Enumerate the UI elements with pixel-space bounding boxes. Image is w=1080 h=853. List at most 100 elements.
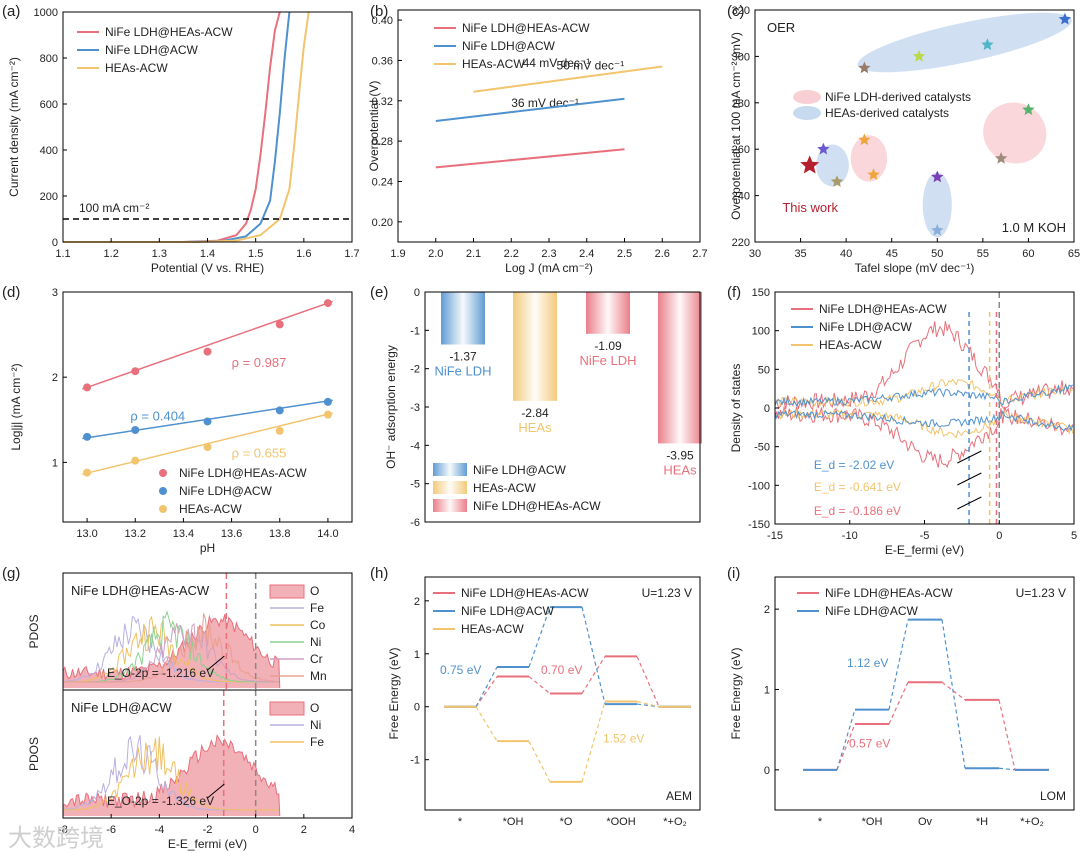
subplot-title: NiFe LDH@HEAs-ACW [71,583,210,598]
energy-connector [998,699,1016,770]
legend-swatch [433,463,467,476]
y-axis-title: Density of states [729,364,743,453]
y-axis-title: OH⁻ adsorption energy [384,345,398,469]
annotation-arrow [207,655,225,671]
legend-entry: O [310,584,319,598]
energy-connector [528,606,551,668]
pdos-element-curve [63,613,279,683]
y-axis-title: PDOS [27,737,41,771]
x-tick-label: 2 [301,824,307,836]
y-tick-label: 0 [52,237,58,249]
slope-label: 44 mV dec⁻¹ [523,56,591,70]
energy-connector [998,767,1016,771]
legend-entry: NiFe LDH@HEAs-ACW [462,21,590,35]
plot-frame [754,9,1075,243]
legend-entry: NiFe LDH@ACW [819,320,913,334]
x-tick-label: 2.3 [541,248,556,260]
step-energy-label: 1.52 eV [603,732,644,746]
x-tick-label: -15 [767,530,783,542]
x-axis-title: pH [200,541,215,555]
x-tick-label: 2.6 [655,248,670,260]
y-axis-title: Free Energy (eV) [729,647,743,739]
mechanism-label: AEM [666,789,692,803]
bar [513,292,557,401]
plot-frame [424,576,701,811]
legend-swatch [159,505,167,513]
x-tick-label: 55 [977,248,989,260]
y-axis-title: Overpotential at 100 mA cm⁻² (mV) [729,32,743,220]
bar [441,292,485,345]
rho-label: ρ = 0.655 [232,445,287,460]
legend-entry: HEAs-ACW [473,481,536,495]
legend-entry: Cr [310,652,323,666]
x-axis-title: E-E_fermi (eV) [168,837,247,851]
catalyst-star [858,61,871,74]
legend-swatch [269,584,305,599]
catalyst-star [1058,12,1072,25]
x-tick-label: 60 [1022,248,1034,260]
x-tick-label: 30 [749,248,761,260]
bar [586,292,630,334]
legend-swatch [159,487,167,495]
panel-label: (e) [370,284,388,301]
energy-connector [581,701,606,783]
data-point [203,347,212,356]
data-point [131,367,140,376]
panel-label: (f) [727,284,741,301]
energy-connector [581,656,606,694]
legend-entry: NiFe LDH@HEAs-ACW [179,466,307,480]
x-tick-label: -4 [154,824,164,836]
data-point [323,299,332,308]
y-axis-title: Free Energy (eV) [387,647,401,739]
bar-value-label: -1.09 [594,339,622,353]
legend-entry: NiFe LDH@HEAs-ACW [461,586,589,600]
fit-line-red [435,148,625,169]
x-tick-label: 4 [349,824,355,836]
bar-category-label: HEAs [663,462,697,477]
o2p-annotation: E_O-2p = -1.326 eV [107,794,214,808]
d-band-annotation: E_d = -0.186 eV [814,504,901,518]
y-tick-label: 0.24 [372,176,393,188]
x-tick-label: 0 [996,530,1002,542]
x-tick-label: 45 [886,248,898,260]
y-tick-label: 0.40 [372,15,393,27]
y-tick-label: -1 [410,755,420,767]
energy-connector [888,619,909,710]
legend-entry: HEAs-derived catalysts [825,106,949,120]
catalyst-group-ellipse [922,172,952,238]
x-category-label: *OH [862,816,883,828]
bar-value-label: -2.84 [521,406,549,420]
x-category-label: Ov [918,816,933,828]
x-tick-label: 65 [1068,248,1080,260]
x-tick-label: 1.7 [344,248,359,260]
mechanism-label: LOM [1040,789,1066,803]
legend-swatch [269,701,305,716]
y-tick-label: -6 [410,517,420,529]
legend-entry: HEAs-ACW [461,622,524,636]
o2p-annotation: E_O-2p = -1.216 eV [107,666,214,680]
x-category-label: *H [976,816,988,828]
x-tick-label: 2.1 [466,248,481,260]
x-tick-label: 2.7 [692,248,707,260]
catalyst-group-ellipse [850,135,888,182]
legend-entry: NiFe LDH@ACW [473,463,567,477]
y-tick-label: 1 [764,684,770,696]
x-tick-label: -8 [58,824,68,836]
y-tick-label: 300 [732,51,750,63]
data-point [275,426,284,435]
catalyst-group-ellipse [816,144,849,187]
x-tick-label: 14.0 [317,528,338,540]
x-tick-label: 1.6 [296,248,311,260]
oer-label: OER [767,20,795,35]
y-axis-title: Current density (mA cm⁻²) [7,57,21,197]
curve-yellow [63,11,310,243]
y-tick-label: 220 [732,237,750,249]
legend-entry: NiFe LDH@HEAs-ACW [825,586,953,600]
data-point [83,432,92,441]
legend-entry: HEAs-ACW [105,61,168,75]
legend-swatch [433,481,467,494]
x-tick-label: 2.0 [428,248,443,260]
bar-category-label: NiFe LDH [579,353,636,368]
d-band-annotation: E_d = -2.02 eV [814,458,894,472]
legend-swatch [793,90,821,104]
